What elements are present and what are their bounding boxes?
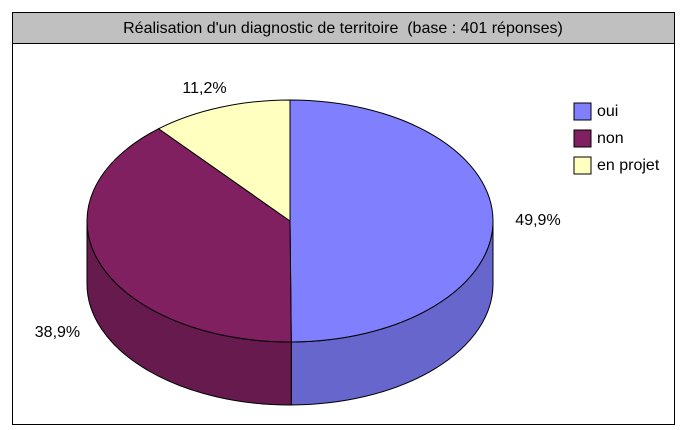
title-bar [12,12,675,44]
legend-swatch [573,156,592,175]
legend-label: oui [597,103,618,120]
legend-swatch [573,129,592,148]
pie: 49,9% 38,9% 11,2% [35,80,561,406]
pie-slice [86,128,292,343]
data-label: 11,2% [182,80,226,97]
legend-label: non [597,130,624,147]
chart-title: Réalisation d'un diagnostic de territoir… [123,20,563,37]
legend: oui non en projet [573,102,660,175]
legend-swatch [573,102,592,121]
pie-slice [157,99,291,222]
data-label: 38,9% [35,324,80,341]
data-label: 49,9% [515,212,560,229]
pie-slice [289,99,494,343]
legend-label: en projet [597,157,660,174]
